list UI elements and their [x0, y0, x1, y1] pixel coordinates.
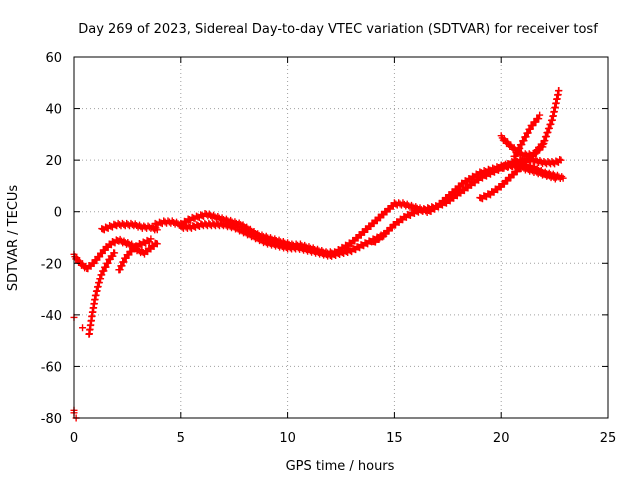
y-tick-label: 0 [54, 206, 62, 221]
x-tick-label: 20 [493, 431, 510, 446]
series-i [497, 87, 563, 160]
data-point [102, 263, 110, 271]
x-tick-label: 5 [177, 431, 185, 446]
series-c [98, 219, 161, 234]
y-tick-label: -60 [41, 360, 62, 375]
x-tick-label: 0 [70, 431, 78, 446]
series-d [115, 235, 155, 274]
series-j [497, 160, 567, 183]
data-point [518, 141, 526, 149]
axis-ticks: 0 5 10 15 20 25 -80 -60 -40 -20 0 20 40 60 [41, 51, 617, 446]
y-tick-label: -80 [41, 412, 62, 427]
data-point [555, 87, 563, 95]
y-axis-label: SDTVAR / TECUs [6, 185, 21, 292]
plot-frame [73, 56, 609, 419]
x-tick-label: 15 [386, 431, 403, 446]
data-point [536, 111, 544, 119]
data-point [511, 152, 519, 160]
data-point [153, 240, 161, 248]
data-point [111, 249, 119, 257]
data-point [235, 219, 243, 227]
y-tick-label: -20 [41, 257, 62, 272]
data-point [153, 226, 161, 234]
data-point [535, 115, 543, 123]
data-point [539, 140, 547, 148]
data-point [147, 235, 155, 243]
x-axis-label: GPS time / hours [286, 459, 395, 474]
data-point [98, 271, 106, 279]
grid [74, 57, 608, 418]
series-l [70, 313, 87, 422]
x-tick-label: 25 [600, 431, 617, 446]
data-point [558, 173, 566, 181]
y-tick-label: 60 [45, 51, 62, 66]
x-tick-label: 10 [279, 431, 296, 446]
data-point [557, 156, 565, 164]
data-point [516, 144, 524, 152]
data-marks [70, 87, 567, 422]
chart-title: Day 269 of 2023, Sidereal Day-to-day VTE… [78, 22, 598, 37]
data-point [524, 129, 532, 137]
data-point [522, 133, 530, 141]
data-point [514, 148, 522, 156]
data-point [100, 267, 108, 275]
data-point [104, 259, 112, 267]
y-tick-label: 40 [45, 103, 62, 118]
data-point [526, 125, 534, 133]
y-tick-label: -40 [41, 309, 62, 324]
data-point [79, 324, 87, 332]
y-tick-label: 20 [45, 154, 62, 169]
series-k [510, 111, 544, 160]
series-e [151, 160, 561, 258]
data-point [559, 174, 567, 182]
series-b [85, 249, 119, 338]
data-point [520, 137, 528, 145]
